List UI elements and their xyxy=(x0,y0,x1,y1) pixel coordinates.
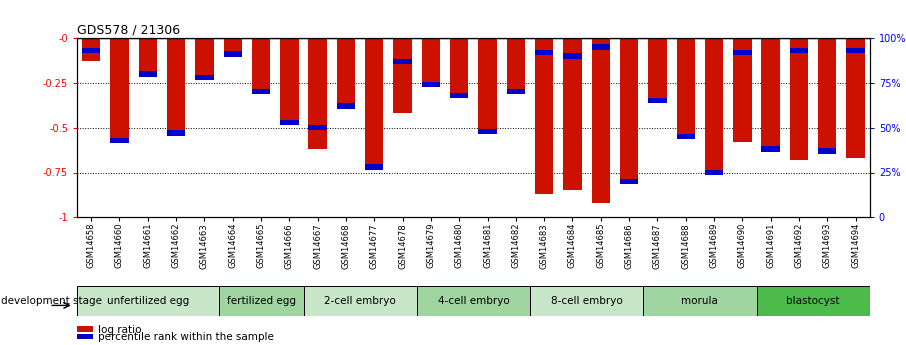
Text: log ratio: log ratio xyxy=(98,325,141,335)
Bar xyxy=(761,147,780,152)
Bar xyxy=(733,38,752,142)
Bar xyxy=(77,286,218,316)
Bar xyxy=(393,59,412,64)
Bar xyxy=(417,286,530,316)
Bar xyxy=(643,286,757,316)
Bar xyxy=(337,104,355,109)
Bar xyxy=(564,38,582,190)
Text: 8-cell embryo: 8-cell embryo xyxy=(551,296,622,306)
Bar xyxy=(761,38,780,149)
Text: unfertilized egg: unfertilized egg xyxy=(107,296,189,306)
Bar xyxy=(195,75,214,80)
Bar xyxy=(705,38,723,172)
Bar xyxy=(82,48,101,53)
Bar xyxy=(195,38,214,77)
Bar xyxy=(308,38,327,149)
Bar xyxy=(564,53,582,59)
Bar xyxy=(733,50,752,55)
Text: blastocyst: blastocyst xyxy=(786,296,840,306)
Bar xyxy=(846,48,865,53)
Bar xyxy=(393,38,412,113)
Text: morula: morula xyxy=(681,296,718,306)
Bar xyxy=(304,286,417,316)
Text: percentile rank within the sample: percentile rank within the sample xyxy=(98,333,274,342)
Bar xyxy=(790,48,808,53)
Text: development stage: development stage xyxy=(1,296,101,306)
Bar xyxy=(478,38,496,131)
Bar xyxy=(846,38,865,158)
Bar xyxy=(592,44,610,50)
Bar xyxy=(139,38,157,74)
Bar xyxy=(677,134,695,139)
Text: 4-cell embryo: 4-cell embryo xyxy=(438,296,509,306)
Bar xyxy=(365,165,383,170)
Bar xyxy=(478,129,496,134)
Bar xyxy=(648,98,667,104)
Bar xyxy=(167,38,186,133)
Bar xyxy=(111,138,129,143)
Bar xyxy=(790,38,808,160)
Bar xyxy=(535,38,554,194)
Bar xyxy=(252,38,270,92)
Text: 2-cell embryo: 2-cell embryo xyxy=(324,296,396,306)
Bar xyxy=(818,148,836,154)
Bar xyxy=(421,38,440,85)
Bar xyxy=(224,38,242,54)
Text: GDS578 / 21306: GDS578 / 21306 xyxy=(77,24,180,37)
Bar xyxy=(450,38,468,95)
Bar xyxy=(620,179,639,184)
Bar xyxy=(280,120,299,125)
Bar xyxy=(535,50,554,55)
Bar xyxy=(224,51,242,57)
Bar xyxy=(421,82,440,87)
Bar xyxy=(365,38,383,167)
Bar xyxy=(337,38,355,106)
Bar xyxy=(218,286,304,316)
Bar xyxy=(818,38,836,151)
Bar xyxy=(308,125,327,130)
Bar xyxy=(506,38,525,92)
Bar xyxy=(705,170,723,175)
Bar xyxy=(252,89,270,95)
Bar xyxy=(450,93,468,98)
Bar xyxy=(592,38,610,203)
Bar xyxy=(648,38,667,101)
Bar xyxy=(530,286,643,316)
Bar xyxy=(280,38,299,122)
Bar xyxy=(506,89,525,95)
Text: fertilized egg: fertilized egg xyxy=(226,296,295,306)
Bar xyxy=(82,38,101,61)
Bar xyxy=(111,38,129,140)
Bar xyxy=(167,130,186,136)
Bar xyxy=(757,286,870,316)
Bar xyxy=(139,71,157,77)
Bar xyxy=(620,38,639,181)
Bar xyxy=(677,38,695,137)
